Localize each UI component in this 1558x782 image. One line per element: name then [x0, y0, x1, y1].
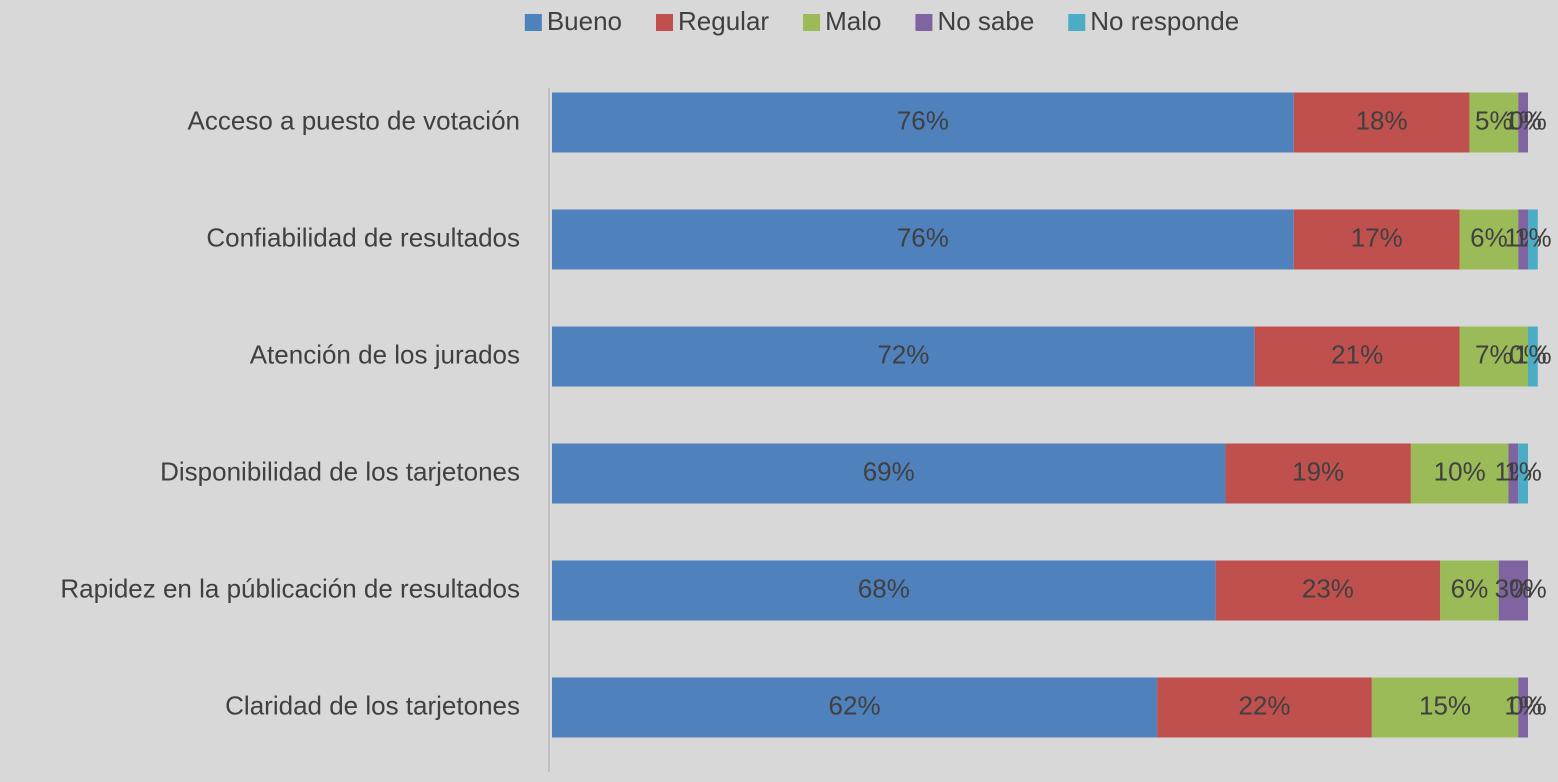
bar-segment [1459, 209, 1519, 270]
y-tick-label: Confiabilidad de resultados [206, 222, 520, 252]
bar-segment [1293, 92, 1470, 153]
bar-segment [1371, 677, 1519, 738]
bar-segment [1459, 326, 1528, 387]
data-label: 18% [1356, 105, 1408, 135]
bar-segment [1215, 560, 1441, 621]
bar-segment [1157, 677, 1372, 738]
data-label: 10% [1434, 456, 1486, 486]
legend-swatch [656, 14, 674, 31]
y-tick-label: Atención de los jurados [250, 339, 520, 369]
bar-segment [552, 326, 1255, 387]
data-label: 1% [1504, 690, 1542, 720]
legend-swatch [1068, 14, 1086, 31]
data-label: 6% [1470, 222, 1508, 252]
bar-segment [1518, 443, 1528, 504]
data-label: 69% [863, 456, 915, 486]
bar-segment [552, 443, 1226, 504]
y-tick-label: Claridad de los tarjetones [225, 690, 520, 720]
bar-segment [1225, 443, 1411, 504]
bar-segment [552, 92, 1294, 153]
bar-segment [1254, 326, 1460, 387]
data-label: 1% [1514, 222, 1552, 252]
data-label: 1% [1514, 339, 1552, 369]
data-label: 68% [858, 573, 910, 603]
data-label: 76% [897, 105, 949, 135]
data-label: 23% [1302, 573, 1354, 603]
legend-label: Bueno [547, 6, 622, 36]
data-label: 7% [1475, 339, 1513, 369]
bar-segment [1508, 443, 1519, 504]
bar-segment [552, 677, 1158, 738]
bar-segment [1440, 560, 1499, 621]
y-tick-label: Rapidez en la públicación de resultados [60, 573, 520, 603]
data-label: 0% [1509, 690, 1547, 720]
bar-segment [1518, 92, 1528, 153]
data-label: 19% [1292, 456, 1344, 486]
legend-swatch [915, 14, 933, 31]
bar-segment [552, 209, 1294, 270]
bar-segment [1518, 209, 1528, 270]
data-label: 22% [1238, 690, 1290, 720]
data-label: 21% [1331, 339, 1383, 369]
bar-segment [1410, 443, 1509, 504]
y-tick-label: Acceso a puesto de votación [188, 105, 520, 135]
bar-segment [1518, 677, 1528, 738]
legend-label: Regular [678, 6, 769, 36]
data-label: 0% [1509, 105, 1547, 135]
legend-label: Malo [825, 6, 881, 36]
bar-segment [1469, 92, 1519, 153]
data-label: 1% [1504, 456, 1542, 486]
bar-segment [1528, 326, 1538, 387]
data-label: 15% [1419, 690, 1471, 720]
legend-swatch [803, 14, 821, 31]
legend-label: No responde [1090, 6, 1239, 36]
legend-swatch [524, 14, 542, 31]
legend-label: No sabe [937, 6, 1034, 36]
data-label: 76% [897, 222, 949, 252]
data-label: 1% [1504, 105, 1542, 135]
data-label: 5% [1475, 105, 1513, 135]
bar-segment [552, 560, 1216, 621]
bar-segment [1293, 209, 1460, 270]
data-label: 62% [829, 690, 881, 720]
bar-segment [1498, 560, 1528, 621]
data-label: 0% [1509, 573, 1547, 603]
bar-segment [1528, 209, 1538, 270]
data-label: 72% [877, 339, 929, 369]
data-label: 6% [1451, 573, 1489, 603]
y-tick-label: Disponibilidad de los tarjetones [160, 456, 520, 486]
data-label: 3% [1495, 573, 1533, 603]
data-label: 17% [1351, 222, 1403, 252]
